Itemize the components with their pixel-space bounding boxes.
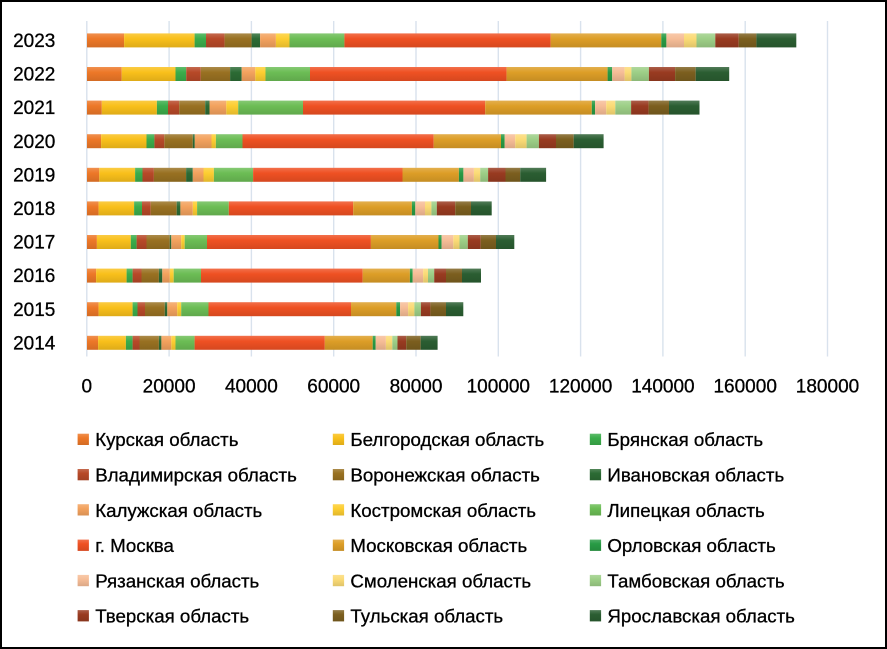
svg-text:г. Москва: г. Москва — [95, 535, 174, 556]
svg-text:Ярославская область: Ярославская область — [607, 606, 794, 627]
svg-text:Курская область: Курская область — [95, 429, 238, 450]
svg-text:40000: 40000 — [225, 376, 278, 397]
svg-text:2020: 2020 — [13, 132, 55, 153]
svg-text:Тверская область: Тверская область — [95, 606, 249, 627]
svg-text:2018: 2018 — [13, 199, 55, 220]
svg-text:Белгородская область: Белгородская область — [350, 429, 544, 450]
svg-text:2022: 2022 — [13, 65, 55, 86]
svg-text:Смоленская область: Смоленская область — [350, 570, 531, 591]
svg-text:Московская область: Московская область — [350, 535, 527, 556]
svg-text:Калужская область: Калужская область — [95, 500, 262, 521]
svg-text:120000: 120000 — [549, 376, 612, 397]
svg-text:Липецкая область: Липецкая область — [607, 500, 764, 521]
svg-text:160000: 160000 — [713, 376, 776, 397]
svg-text:Тамбовская область: Тамбовская область — [607, 570, 784, 591]
svg-text:Брянская область: Брянская область — [607, 429, 763, 450]
svg-text:2016: 2016 — [13, 266, 55, 287]
svg-text:Костромская область: Костромская область — [350, 500, 536, 521]
svg-text:20000: 20000 — [143, 376, 196, 397]
svg-text:2014: 2014 — [13, 333, 56, 354]
svg-text:Владимирская область: Владимирская область — [95, 465, 297, 486]
svg-text:Рязанская область: Рязанская область — [95, 570, 259, 591]
svg-text:2021: 2021 — [13, 98, 55, 119]
svg-text:100000: 100000 — [467, 376, 530, 397]
svg-text:140000: 140000 — [631, 376, 694, 397]
svg-text:60000: 60000 — [307, 376, 360, 397]
svg-text:Воронежская область: Воронежская область — [350, 465, 539, 486]
svg-text:0: 0 — [82, 376, 93, 397]
svg-text:2017: 2017 — [13, 233, 55, 254]
svg-text:2023: 2023 — [13, 31, 55, 52]
svg-text:180000: 180000 — [796, 376, 859, 397]
svg-text:Ивановская область: Ивановская область — [607, 465, 784, 486]
svg-text:80000: 80000 — [390, 376, 443, 397]
svg-text:2015: 2015 — [13, 300, 55, 321]
svg-text:Тульская область: Тульская область — [350, 606, 503, 627]
svg-text:2019: 2019 — [13, 165, 55, 186]
svg-text:Орловская область: Орловская область — [607, 535, 775, 556]
